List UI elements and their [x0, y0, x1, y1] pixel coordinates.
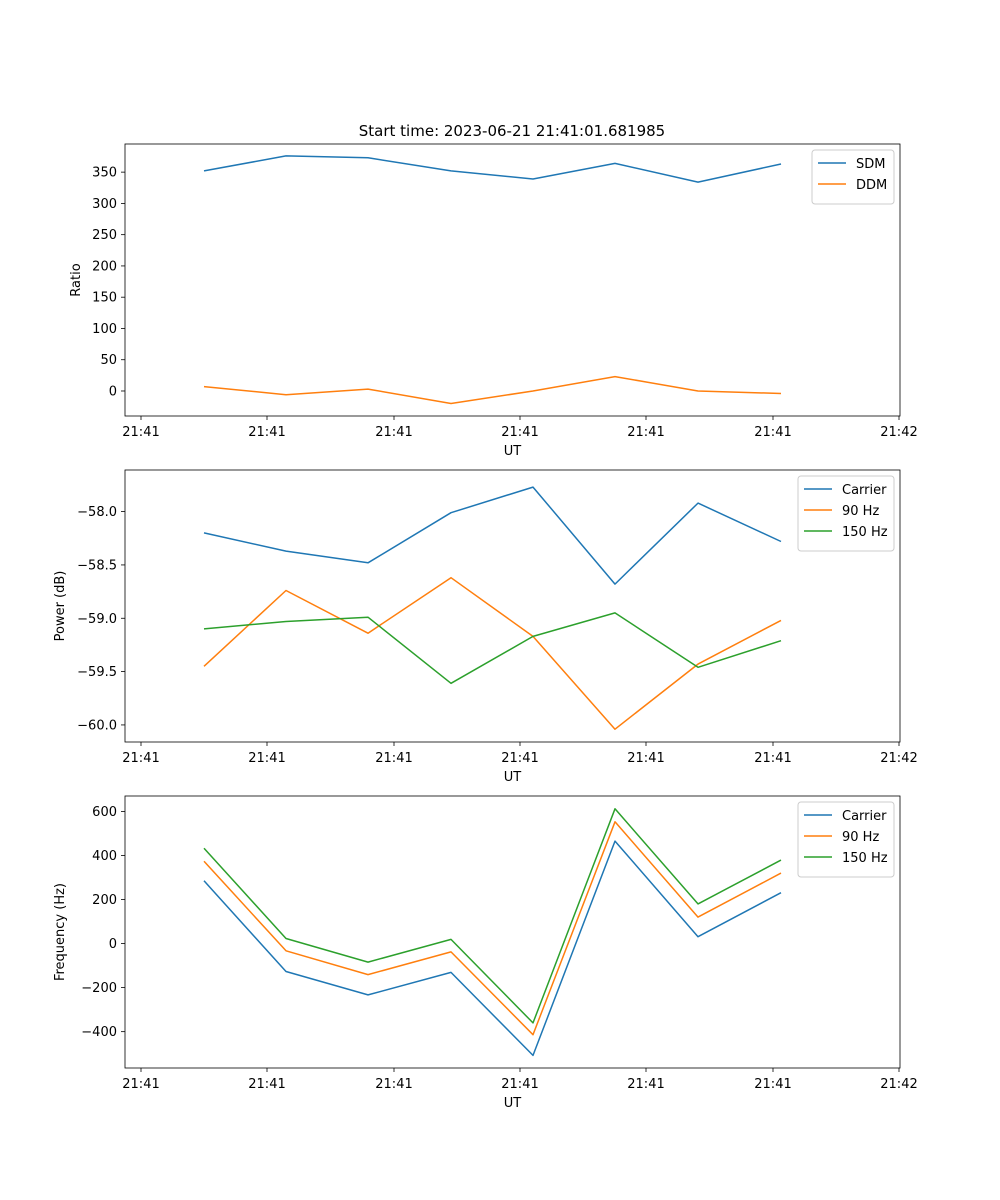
y-tick-label: 350: [92, 166, 117, 181]
x-tick-label: 21:41: [375, 751, 412, 766]
legend: SDM DDM: [811, 149, 895, 205]
legend-label: 90 Hz: [842, 504, 879, 519]
y-tick-label: 0: [109, 937, 117, 952]
legend-label: 150 Hz: [842, 525, 888, 540]
y-tick-label: 400: [92, 849, 117, 864]
x-tick-label: 21:41: [627, 425, 664, 440]
subplots: 0 50 100 150 200 250 300 350 21:41 21:41 21:41 21:4…: [53, 143, 918, 1111]
series-line-carrier: [203, 486, 782, 585]
subplot-1: 0 50 100 150 200 250 300 350 21:41 21:41 21:41 21:4…: [69, 143, 918, 459]
chart-title: Start time: 2023-06-21 21:41:01.681985: [359, 122, 665, 140]
legend-box: [797, 475, 895, 552]
x-tick-label: 21:42: [880, 1077, 917, 1092]
y-axis-label: Frequency (Hz): [53, 883, 68, 981]
x-tick-label: 21:42: [880, 751, 917, 766]
y-tick-label: −60.0: [77, 718, 117, 733]
series-line-ddm: [203, 375, 782, 405]
x-axis-label: UT: [504, 444, 522, 459]
series-line-90-hz: [203, 821, 782, 1036]
y-tick-label: −400: [81, 1025, 117, 1040]
subplot-2: −60.0 −59.5 −59.0 −58.5 −58.0 21:41 21:41 21:41…: [53, 469, 918, 785]
x-tick-label: 21:41: [248, 425, 285, 440]
y-tick-label: 250: [92, 228, 117, 243]
y-tick-label: 300: [92, 197, 117, 212]
legend-label: SDM: [856, 157, 885, 172]
y-tick-label: 50: [100, 353, 117, 368]
axes-frame: [124, 795, 901, 1069]
legend: Carrier 90 Hz 150 Hz: [797, 475, 895, 552]
y-tick-label: 150: [92, 291, 117, 306]
x-axis-label: UT: [504, 770, 522, 785]
legend: Carrier 90 Hz 150 Hz: [797, 801, 895, 878]
axes-frame: [124, 469, 901, 743]
axes-frame: [124, 143, 901, 417]
x-tick-label: 21:41: [627, 751, 664, 766]
y-tick-label: 200: [92, 259, 117, 274]
y-tick-label: −58.5: [77, 558, 117, 573]
x-tick-label: 21:41: [627, 1077, 664, 1092]
x-tick-label: 21:41: [501, 425, 538, 440]
legend-label: 150 Hz: [842, 851, 888, 866]
x-tick-label: 21:41: [754, 425, 791, 440]
y-tick-label: −59.5: [77, 665, 117, 680]
y-tick-label: −58.0: [77, 505, 117, 520]
y-tick-label: −200: [81, 981, 117, 996]
x-tick-label: 21:41: [375, 425, 412, 440]
legend-label: 90 Hz: [842, 830, 879, 845]
legend-box: [797, 801, 895, 878]
x-tick-label: 21:41: [122, 425, 159, 440]
x-tick-label: 21:41: [122, 1077, 159, 1092]
y-tick-label: 200: [92, 893, 117, 908]
legend-label: Carrier: [842, 483, 887, 498]
x-tick-label: 21:41: [754, 751, 791, 766]
series-line-150-hz: [203, 808, 782, 1024]
y-tick-label: −59.0: [77, 612, 117, 627]
x-tick-label: 21:42: [880, 425, 917, 440]
x-tick-label: 21:41: [122, 751, 159, 766]
series-line-sdm: [203, 155, 782, 183]
legend-label: Carrier: [842, 809, 887, 824]
x-tick-label: 21:41: [754, 1077, 791, 1092]
series-line-90-hz: [203, 576, 782, 730]
legend-label: DDM: [856, 178, 887, 193]
series-line-carrier: [203, 840, 782, 1057]
x-tick-label: 21:41: [501, 751, 538, 766]
y-tick-label: 600: [92, 805, 117, 820]
y-axis-label: Power (dB): [53, 571, 68, 642]
y-axis-label: Ratio: [69, 263, 84, 296]
y-tick-label: 100: [92, 322, 117, 337]
series-line-150-hz: [203, 612, 782, 685]
x-tick-label: 21:41: [375, 1077, 412, 1092]
subplot-3: −400 −200 0 200 400 600 21:41 21:41 21:41 21:41 21…: [53, 795, 918, 1111]
x-tick-label: 21:41: [248, 751, 285, 766]
x-axis-label: UT: [504, 1096, 522, 1111]
y-tick-label: 0: [109, 384, 117, 399]
x-tick-label: 21:41: [501, 1077, 538, 1092]
x-tick-label: 21:41: [248, 1077, 285, 1092]
